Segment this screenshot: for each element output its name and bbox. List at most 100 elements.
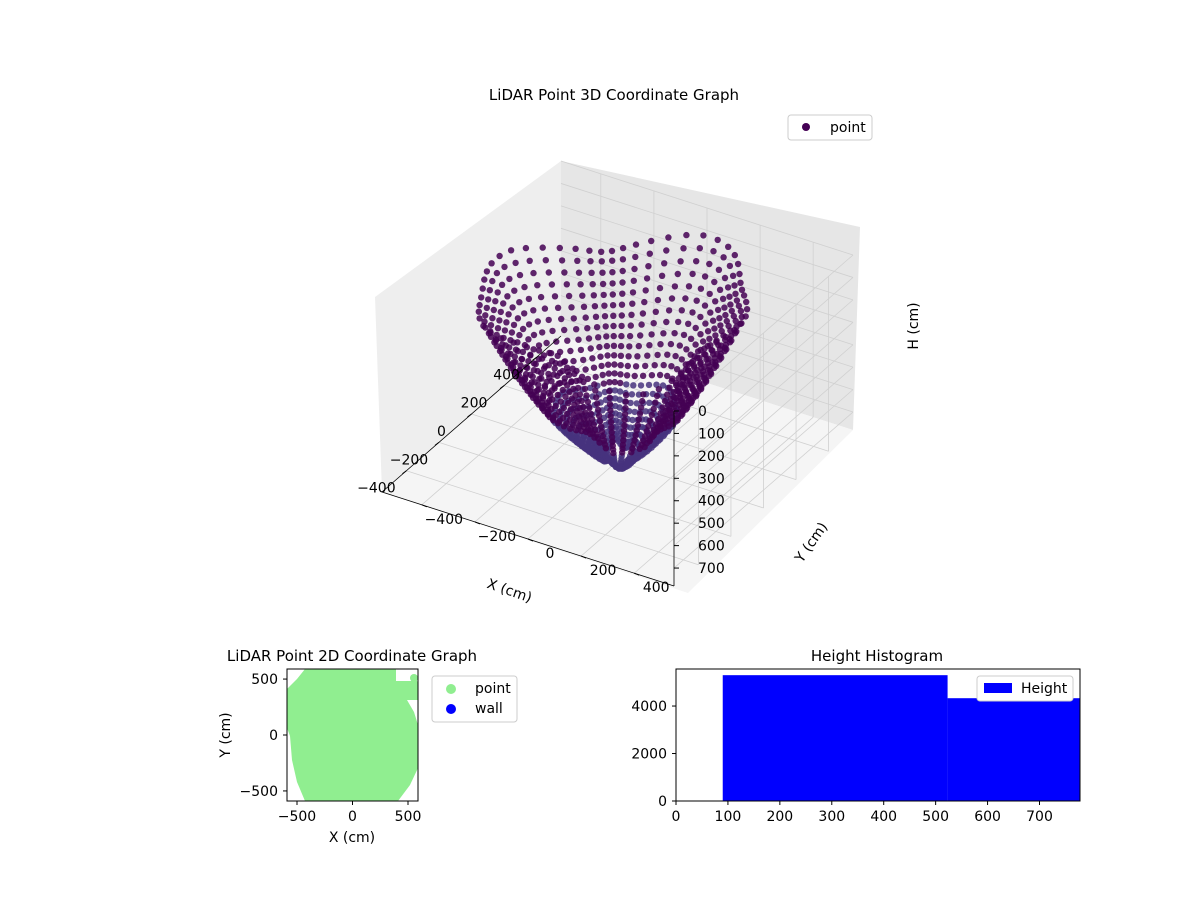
- lidar-point: [516, 271, 524, 279]
- lidar-point: [596, 418, 604, 425]
- lidar-point: [736, 270, 743, 278]
- lidar-point: [731, 251, 738, 259]
- lidar-point: [572, 245, 579, 252]
- lidar-point: [620, 437, 627, 444]
- lidar-point: [724, 284, 732, 291]
- lidar-point: [617, 352, 625, 359]
- grid-line: [673, 389, 854, 546]
- lidar-point: [648, 411, 656, 419]
- lidar-point: [494, 325, 502, 332]
- lidar-point: [606, 387, 613, 395]
- lidar-point: [660, 361, 667, 369]
- lidar-point: [616, 388, 624, 395]
- lidar-point: [507, 247, 515, 254]
- lidar-point: [632, 241, 640, 248]
- lidar-point: [633, 427, 640, 434]
- x-tick-label: −400: [357, 481, 395, 497]
- lidar-point: [475, 308, 482, 315]
- plot3d-legend: point: [787, 114, 873, 141]
- lidar-point: [496, 317, 503, 324]
- lidar-point: [526, 257, 533, 264]
- lidar-point: [537, 293, 545, 301]
- lidar-point: [574, 257, 581, 264]
- lidar-point: [577, 346, 585, 354]
- lidar-point: [726, 293, 733, 300]
- lidar-point: [742, 313, 749, 320]
- lidar-point: [743, 306, 751, 313]
- lidar-point: [719, 295, 727, 302]
- lidar-point: [642, 287, 649, 294]
- lidar-point: [589, 281, 596, 288]
- lidar-point: [624, 362, 631, 370]
- lidar-point: [523, 344, 530, 351]
- height-histogram: Height Histogram 0 100 200 300 400 500 600 7000…: [631, 647, 1081, 825]
- lidar-point: [702, 320, 709, 327]
- lidar-point: [621, 411, 629, 418]
- lidar-point: [664, 372, 671, 380]
- lidar-point: [631, 372, 638, 380]
- lidar-point: [731, 326, 738, 334]
- lidar-point: [734, 260, 742, 268]
- lidar-point: [653, 392, 661, 400]
- lidar-point: [546, 349, 553, 357]
- lidar-point: [645, 381, 653, 389]
- lidar-point: [660, 330, 667, 337]
- lidar-point: [628, 311, 635, 318]
- x-tick-label: 400: [870, 809, 897, 825]
- lidar-point: [549, 327, 556, 335]
- lidar-point: [605, 370, 612, 377]
- lidar-point: [701, 351, 708, 358]
- lidar-point: [584, 325, 591, 332]
- lidar-point: [623, 381, 630, 388]
- lidar-point: [552, 402, 559, 410]
- lidar-point: [666, 384, 673, 391]
- z-tick-label: 0: [698, 404, 707, 420]
- lidar-point: [692, 324, 699, 332]
- lidar-point: [496, 252, 503, 260]
- lidar-point: [492, 298, 499, 305]
- lidar-point: [659, 404, 666, 411]
- lidar-point: [539, 329, 546, 336]
- lidar-point: [730, 312, 737, 320]
- lidar-point: [683, 231, 690, 239]
- lidar-point: [661, 260, 668, 267]
- lidar-point: [566, 416, 574, 423]
- y-tick-label: −500: [240, 784, 278, 800]
- lidar-point: [617, 379, 624, 387]
- lidar-point: [483, 268, 491, 275]
- lidar-point: [522, 244, 530, 252]
- lidar-point: [523, 364, 530, 371]
- x-axis-line: [381, 335, 562, 493]
- lidar-point: [668, 377, 675, 385]
- lidar-point: [497, 308, 504, 316]
- lidar-point: [516, 366, 524, 374]
- lidar-point: [530, 307, 537, 314]
- lidar-point: [510, 321, 518, 329]
- lidar-point: [693, 258, 700, 265]
- lidar-point: [556, 244, 563, 252]
- hist-legend: Height: [976, 675, 1074, 702]
- lidar-point: [525, 295, 533, 303]
- plot3d-xlabel: X (cm): [485, 576, 534, 606]
- y-tick-label: 400: [643, 580, 670, 596]
- lidar-point: [697, 285, 705, 292]
- lidar-point: [581, 385, 589, 393]
- lidar-point: [697, 346, 704, 354]
- lidar-point: [648, 372, 656, 379]
- lidar-point: [554, 304, 562, 311]
- lidar-point: [706, 260, 713, 268]
- lidar-point: [675, 375, 683, 382]
- lidar-point: [548, 357, 556, 365]
- grid-line: [633, 416, 814, 574]
- lidar-point: [646, 342, 653, 349]
- lidar-point: [551, 365, 558, 372]
- lidar-point: [656, 284, 664, 292]
- lidar-point: [706, 335, 713, 342]
- grid-line: [580, 399, 761, 557]
- legend-swatch-height: [984, 683, 1012, 693]
- lidar-point: [732, 290, 739, 297]
- lidar-point: [577, 281, 584, 288]
- lidar-point: [545, 316, 552, 324]
- lidar-point: [606, 394, 613, 401]
- lidar-point: [563, 364, 571, 371]
